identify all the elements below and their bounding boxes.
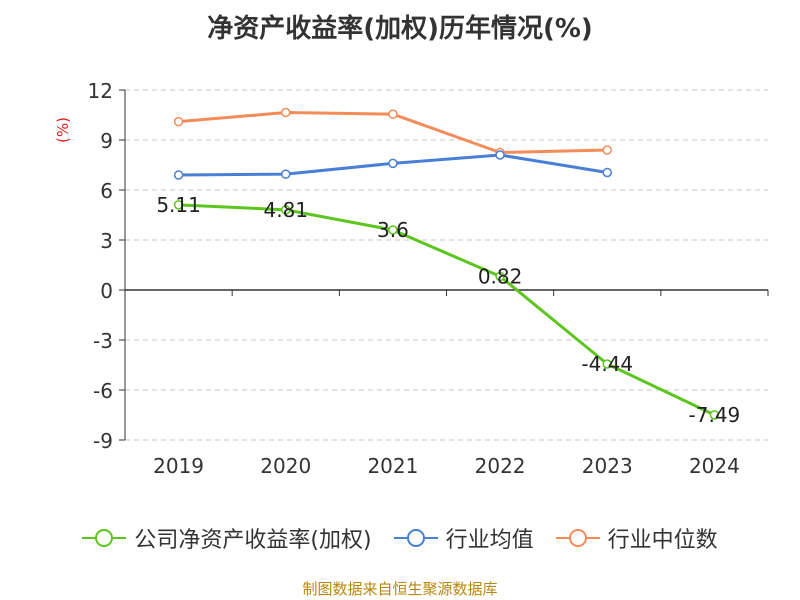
x-tick-label: 2020 [260,454,311,478]
data-label: 4.81 [263,198,308,222]
x-tick-label: 2024 [689,454,740,478]
series-point-1 [173,170,184,180]
series-point-0 [281,205,291,215]
series-point-1 [602,167,612,178]
x-tick-label: 2023 [582,454,633,478]
series-point-0 [495,271,505,282]
series-point-2 [281,107,291,118]
y-tick-label: -9 [93,429,113,453]
series-point-2 [388,109,398,119]
chart-title: 净资产收益率(加权)历年情况(%) [207,14,593,44]
series-point-0 [602,359,612,369]
y-tick-label: 12 [88,79,113,103]
y-tick-label: 6 [100,179,113,203]
series-point-2 [602,145,612,155]
y-tick-label: -3 [93,329,113,353]
y-axis-label: (%) [54,117,72,143]
series-point-0 [388,225,398,235]
legend-label-industry-median: 行业中位数 [607,528,718,553]
legend-swatch-industry-mean [393,529,438,547]
series-point-0 [709,410,720,420]
data-label: -7.49 [689,403,741,427]
legend-label-company-roe: 公司净资产收益率(加权) [134,528,372,553]
line-chart: (%) 12 9 6 3 0 -3 -6 -9 2019 2020 2021 2022 2023 2024 5… [54,79,769,478]
legend-swatch-industry-median [555,529,600,547]
data-label: -4.44 [581,352,633,376]
legend-label-industry-mean: 行业均值 [445,528,534,553]
series-point-0 [173,200,184,210]
x-tick-label: 2019 [153,454,204,478]
legend-swatch-company-roe [82,529,127,547]
data-source-note: 制图数据来自恒生聚源数据库 [302,580,498,598]
legend-item-industry-median[interactable]: 行业中位数 [555,522,718,554]
x-tick-label: 2022 [475,454,526,478]
legend-item-industry-mean[interactable]: 行业均值 [393,522,534,554]
y-tick-label: 0 [100,279,113,303]
chart-legend: 公司净资产收益率(加权) 行业均值 行业中位数 [0,520,800,556]
data-label: 0.82 [478,264,523,288]
series-line-0 [178,203,716,417]
y-tick-label: 3 [100,229,113,253]
y-tick-label: 9 [100,129,113,153]
series-point-2 [173,116,184,127]
x-tick-label: 2021 [367,454,418,478]
data-label: 3.6 [377,218,409,242]
y-tick-label: -6 [93,379,113,403]
series-point-1 [281,169,291,179]
series-point-1 [495,150,505,160]
data-label: 5.11 [156,193,201,217]
series-point-1 [388,158,398,169]
legend-item-company-roe[interactable]: 公司净资产收益率(加权) [82,522,372,554]
